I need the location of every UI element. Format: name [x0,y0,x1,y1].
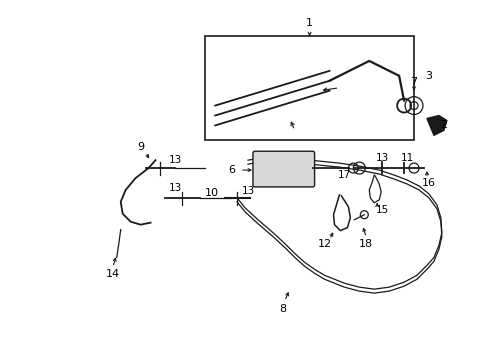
Text: 13: 13 [375,153,388,163]
Text: 7: 7 [409,77,417,87]
Text: 6: 6 [228,165,235,175]
Text: 11: 11 [400,153,413,163]
Text: 16: 16 [421,178,435,188]
Text: 13: 13 [168,183,182,193]
Polygon shape [426,116,446,135]
Text: 15: 15 [375,205,388,215]
Text: 14: 14 [105,269,120,279]
Text: 12: 12 [317,239,331,249]
Text: 8: 8 [279,304,286,314]
Text: 9: 9 [137,142,144,152]
Bar [205,36,413,140]
Text: 1: 1 [305,18,312,28]
Text: 3: 3 [425,71,431,81]
Text: 18: 18 [359,239,373,249]
Text: 10: 10 [205,188,219,198]
FancyBboxPatch shape [252,151,314,187]
Text: 13: 13 [168,155,182,165]
Text: 13: 13 [241,186,254,196]
Text: 17: 17 [337,170,350,180]
Text: 2: 2 [439,121,447,130]
